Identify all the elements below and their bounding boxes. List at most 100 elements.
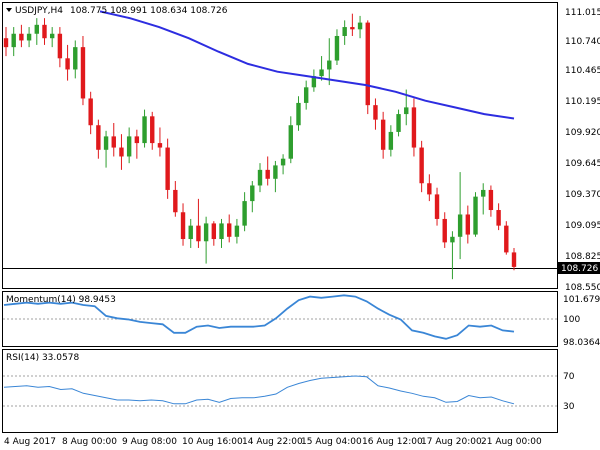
candle-body <box>111 136 116 148</box>
candle-body <box>473 196 478 235</box>
price-tick: 110.195 <box>565 97 600 107</box>
time-tick: 9 Aug 08:00 <box>122 437 177 447</box>
candle-body <box>457 214 463 237</box>
momentum-line <box>3 294 515 340</box>
moving-average-line <box>99 10 515 120</box>
candle-body <box>442 218 447 243</box>
candle-body <box>488 189 494 211</box>
candle-body <box>327 60 332 70</box>
momentum-tick: 101.6798 <box>563 295 600 305</box>
candle-body <box>57 33 63 59</box>
candle-body <box>373 105 378 120</box>
moving-average-group <box>99 10 515 120</box>
candle-body <box>165 147 170 190</box>
candle-body <box>219 223 224 240</box>
candles-group <box>3 13 517 280</box>
candle-body <box>380 119 386 150</box>
candle-body <box>119 147 124 157</box>
time-tick: 14 Aug 22:00 <box>242 437 303 447</box>
candle-body <box>365 22 370 106</box>
candle-body <box>342 27 347 36</box>
price-tick: 111.015 <box>565 8 600 18</box>
candle-body <box>34 24 39 34</box>
time-tick: 15 Aug 04:00 <box>301 437 362 447</box>
price-tick: 109.645 <box>565 159 600 169</box>
candle-body <box>427 183 432 195</box>
symbol-label: USDJPY,H4 <box>15 6 63 16</box>
candle-body <box>173 189 178 213</box>
candle-body <box>419 147 424 184</box>
candle-body <box>96 125 101 150</box>
candle-body <box>42 24 47 39</box>
candle-body <box>65 58 70 70</box>
candle-body <box>19 33 24 41</box>
candle-body <box>357 22 363 30</box>
candle-body <box>504 225 509 253</box>
candle-body <box>404 107 409 115</box>
candle-body <box>288 125 293 159</box>
price-tick: 110.465 <box>565 66 600 76</box>
collapse-arrow-icon[interactable] <box>6 8 12 12</box>
current-price-marker <box>558 262 600 274</box>
candle-body <box>11 33 16 48</box>
candle-body <box>227 223 232 237</box>
candle-body <box>257 169 263 186</box>
candle-body <box>334 35 340 61</box>
momentum-title: Momentum(14) 98.9453 <box>6 295 116 305</box>
candle-body <box>350 27 355 30</box>
candle-body <box>396 114 401 132</box>
momentum-pane-border <box>2 291 558 347</box>
price-tick: 110.740 <box>565 37 600 47</box>
candle-body <box>150 116 155 144</box>
time-tick: 8 Aug 00:00 <box>62 437 117 447</box>
candle-body <box>496 210 501 226</box>
candle-body <box>157 143 163 148</box>
candle-body <box>188 225 193 240</box>
rsi-tick: 70 <box>563 372 575 382</box>
time-tick: 17 Aug 20:00 <box>421 437 482 447</box>
candle-body <box>180 212 186 240</box>
candle-body <box>434 194 440 219</box>
candle-body <box>250 185 255 202</box>
candle-body <box>481 189 486 197</box>
ohlc-label: 108.775 108.991 108.634 108.726 <box>70 6 228 16</box>
candle-body <box>88 98 93 126</box>
candle-body <box>134 136 140 144</box>
candle-body <box>126 136 132 157</box>
candle-body <box>411 107 417 148</box>
candle-body <box>388 131 394 150</box>
candle-body <box>242 201 247 226</box>
momentum-tick: 100 <box>563 315 580 325</box>
candle-body <box>311 76 317 88</box>
candle-body <box>196 225 201 242</box>
price-tick: 109.920 <box>565 128 600 138</box>
candle-body <box>296 102 301 126</box>
candle-body <box>73 47 78 70</box>
candle-body <box>142 116 147 144</box>
price-tick: 109.095 <box>565 221 600 231</box>
candle-body <box>211 223 217 240</box>
rsi-title: RSI(14) 33.0578 <box>6 353 79 363</box>
rsi-pane-border <box>2 349 558 433</box>
candle-body <box>203 223 209 242</box>
candle-body <box>450 236 455 243</box>
candle-body <box>103 136 109 150</box>
candle-body <box>511 252 517 267</box>
rsi-tick: 30 <box>563 402 575 412</box>
momentum-tick: 98.0364 <box>563 338 600 348</box>
rsi-line <box>3 375 515 405</box>
main-pane-border <box>2 2 558 289</box>
price-tick: 108.550 <box>565 283 600 293</box>
momentum-line-group <box>3 294 515 340</box>
candle-body <box>3 38 9 48</box>
price-tick: 108.825 <box>565 252 600 262</box>
candle-body <box>465 214 471 235</box>
time-tick: 10 Aug 16:00 <box>182 437 243 447</box>
candle-body <box>303 87 309 103</box>
time-tick: 4 Aug 2017 <box>4 437 56 447</box>
current-price-value: 108.726 <box>561 264 598 274</box>
rsi-line-group <box>3 375 515 405</box>
candle-body <box>80 47 86 99</box>
time-tick: 21 Aug 00:00 <box>481 437 542 447</box>
